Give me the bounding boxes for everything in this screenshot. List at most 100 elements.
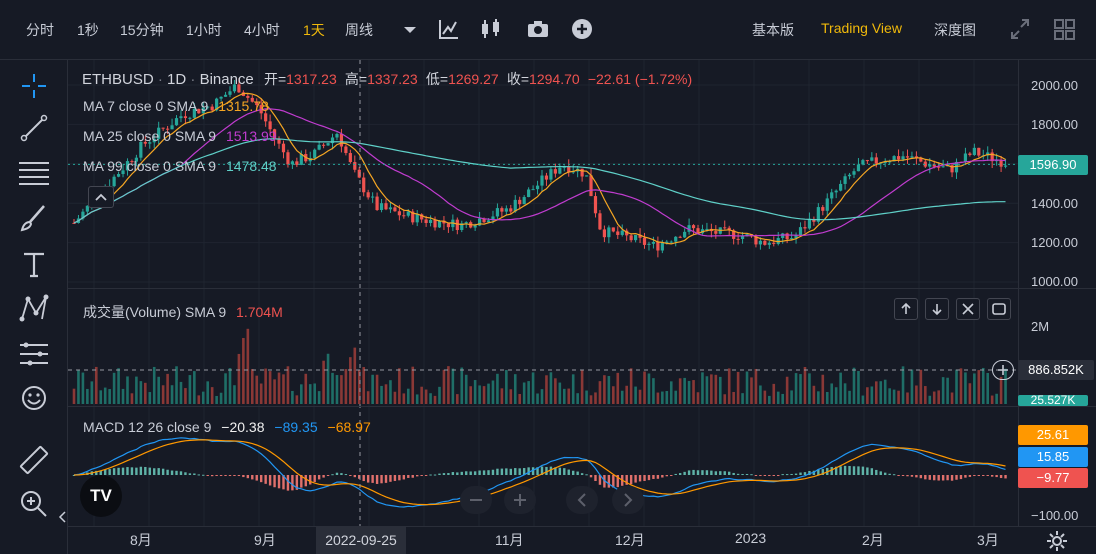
- candle-body: [295, 161, 299, 165]
- macd-histogram-bar: [251, 475, 254, 480]
- collapse-legend-button[interactable]: [88, 186, 114, 208]
- macd-histogram-bar: [781, 474, 784, 476]
- fib-tool-icon[interactable]: [16, 336, 52, 372]
- macd-histogram-bar: [117, 467, 120, 475]
- macd-histogram-bar: [90, 471, 94, 475]
- candle-body: [535, 185, 540, 190]
- volume-bar: [90, 381, 94, 404]
- macd-value: −89.35: [274, 419, 318, 435]
- volume-series: [72, 328, 1007, 404]
- pane-divider[interactable]: [68, 288, 1096, 289]
- macd-histogram-bar: [964, 475, 967, 478]
- maximize-pane-button[interactable]: [987, 298, 1011, 320]
- candle-body: [995, 159, 999, 162]
- macd-histogram-bar: [821, 469, 824, 475]
- move-pane-up-button[interactable]: [894, 298, 918, 320]
- ma7-legend[interactable]: MA 7 close 0 SMA 9 1315.78: [83, 98, 269, 114]
- fullscreen-icon[interactable]: [1008, 16, 1032, 42]
- timeframe-1d[interactable]: 1天: [303, 22, 325, 38]
- macd-histogram-bar: [817, 469, 820, 475]
- add-icon[interactable]: [570, 16, 594, 42]
- trendline-icon[interactable]: [16, 110, 52, 146]
- candle-style-icon[interactable]: [479, 16, 503, 42]
- timeframe-4h[interactable]: 4小时: [244, 22, 280, 38]
- macd-legend[interactable]: MACD 12 26 close 9 −20.38 −89.35 −68.97: [83, 419, 371, 435]
- scroll-right-button[interactable]: [612, 486, 644, 514]
- volume-bar: [901, 366, 905, 404]
- macd-histogram-bar: [322, 475, 325, 478]
- volume-bar: [968, 383, 972, 404]
- macd-line-badge: 15.85: [1018, 447, 1088, 467]
- macd-histogram-bar: [955, 475, 958, 480]
- macd-histogram-bar: [228, 475, 232, 476]
- camera-icon[interactable]: [526, 16, 550, 42]
- move-pane-down-button[interactable]: [925, 298, 949, 320]
- candle-body: [625, 230, 629, 236]
- timeframe-1h[interactable]: 1小时: [186, 22, 222, 38]
- volume-bar: [157, 376, 160, 404]
- candle-body: [313, 149, 317, 158]
- zoom-in-icon[interactable]: [16, 486, 52, 522]
- text-tool-icon[interactable]: [16, 246, 52, 282]
- timeframe-15m[interactable]: 15分钟: [120, 22, 164, 38]
- candle-body: [959, 161, 963, 163]
- horizontal-lines-icon[interactable]: [16, 155, 52, 191]
- emoji-icon[interactable]: [16, 380, 52, 416]
- volume-bar: [406, 388, 410, 404]
- symbol-interval: 1D: [167, 71, 187, 88]
- volume-bar: [126, 376, 129, 404]
- ma99-legend[interactable]: MA 99 close 0 SMA 9 1478.48: [83, 158, 277, 174]
- symbol-name[interactable]: ETHBUSD: [82, 71, 154, 88]
- macd-histogram-bar: [273, 475, 276, 488]
- volume-legend[interactable]: 成交量(Volume) SMA 9 1.704M: [83, 302, 283, 322]
- macd-histogram-bar: [375, 475, 379, 484]
- tab-basic[interactable]: 基本版: [752, 22, 794, 38]
- volume-bar: [817, 391, 820, 404]
- macd-histogram-bar: [643, 475, 646, 481]
- close-pane-button[interactable]: [956, 298, 980, 320]
- ma25-legend[interactable]: MA 25 close 0 SMA 9 1513.99: [83, 128, 277, 144]
- macd-histogram-bar: [197, 474, 200, 476]
- ohlc-high: 1337.23: [367, 71, 418, 87]
- macd-histogram-bar: [683, 471, 686, 475]
- tab-tradingview[interactable]: Trading View: [821, 20, 902, 36]
- collapse-toolbar-icon[interactable]: [58, 510, 68, 524]
- candle-body: [687, 225, 691, 232]
- volume-bar: [821, 374, 825, 404]
- settings-gear-icon[interactable]: [1045, 529, 1069, 553]
- layout-grid-icon[interactable]: [1052, 16, 1076, 42]
- add-alert-button[interactable]: [992, 360, 1014, 380]
- macd-histogram-bar: [340, 473, 343, 475]
- macd-histogram-bar: [500, 468, 504, 475]
- timeframe-weekly[interactable]: 周线: [345, 22, 373, 38]
- pattern-tool-icon[interactable]: [16, 291, 52, 327]
- crosshair-icon[interactable]: [16, 68, 52, 104]
- time-tick: 2月: [862, 532, 884, 548]
- macd-histogram-bar: [558, 467, 562, 475]
- volume-bar: [148, 392, 152, 404]
- candle-body: [807, 218, 812, 229]
- macd-histogram-bar: [491, 469, 495, 475]
- ruler-icon[interactable]: [16, 442, 52, 478]
- volume-bar: [487, 383, 490, 404]
- volume-bar: [794, 373, 798, 404]
- volume-bar: [286, 366, 290, 404]
- zoom-in-button[interactable]: [504, 486, 536, 514]
- indicators-icon[interactable]: [436, 16, 460, 42]
- candle-body: [919, 158, 923, 162]
- candle-body: [223, 94, 228, 97]
- tab-depth[interactable]: 深度图: [934, 22, 976, 38]
- zoom-out-button[interactable]: [460, 486, 492, 514]
- candle-body: [656, 241, 660, 251]
- current-price-badge: 1596.90: [1018, 155, 1088, 175]
- chevron-down-icon[interactable]: [398, 16, 422, 42]
- brush-icon[interactable]: [16, 200, 52, 236]
- tradingview-logo[interactable]: TV: [80, 475, 122, 517]
- pane-divider[interactable]: [68, 406, 1096, 407]
- macd-histogram-bar: [982, 475, 985, 476]
- timeframe-tick[interactable]: 分时: [26, 22, 54, 38]
- volume-bar: [447, 366, 450, 404]
- timeframe-1s[interactable]: 1秒: [77, 22, 99, 38]
- scroll-left-button[interactable]: [566, 486, 598, 514]
- volume-bar: [643, 371, 646, 404]
